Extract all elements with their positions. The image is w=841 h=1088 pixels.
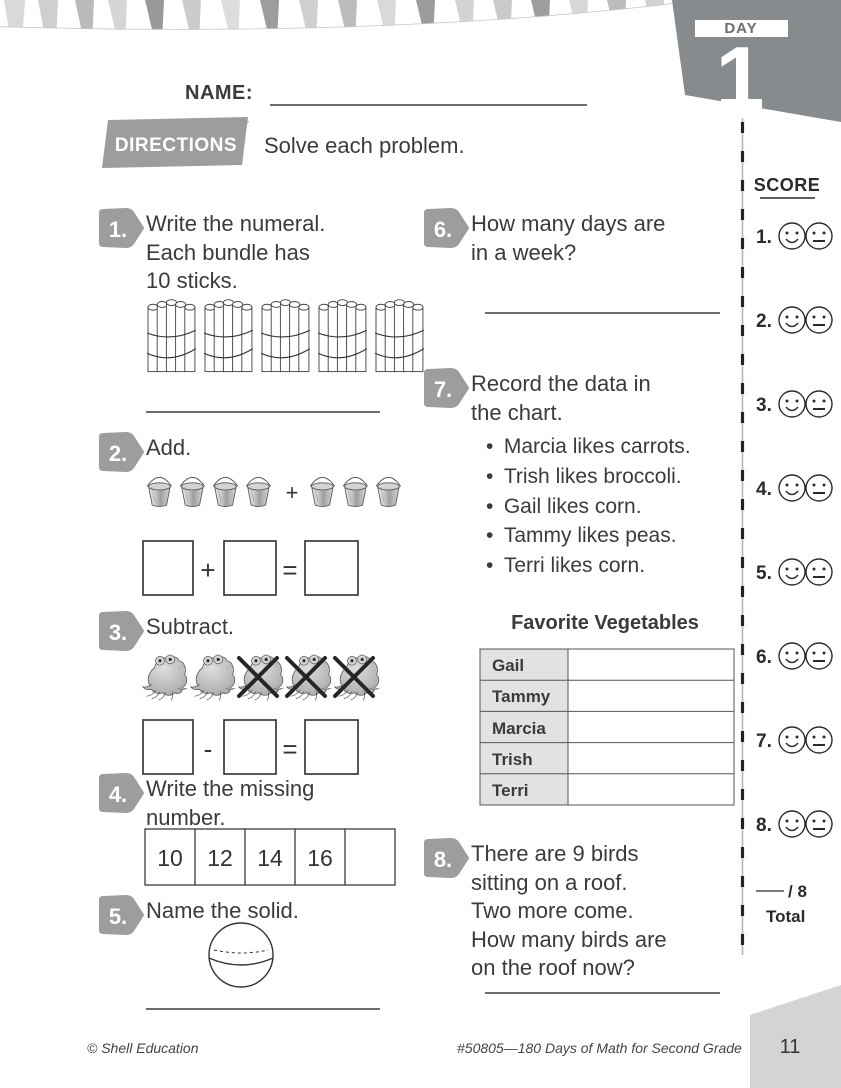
svg-text:6.: 6. [434, 217, 452, 242]
svg-text:4.: 4. [109, 782, 127, 807]
svg-text:11: 11 [780, 1036, 801, 1058]
svg-text:5.: 5. [109, 904, 127, 929]
svg-text:7.: 7. [434, 377, 452, 402]
svg-text:3.: 3. [109, 620, 127, 645]
svg-text:1.: 1. [109, 217, 127, 242]
svg-text:8.: 8. [434, 847, 452, 872]
svg-text:2.: 2. [109, 441, 127, 466]
